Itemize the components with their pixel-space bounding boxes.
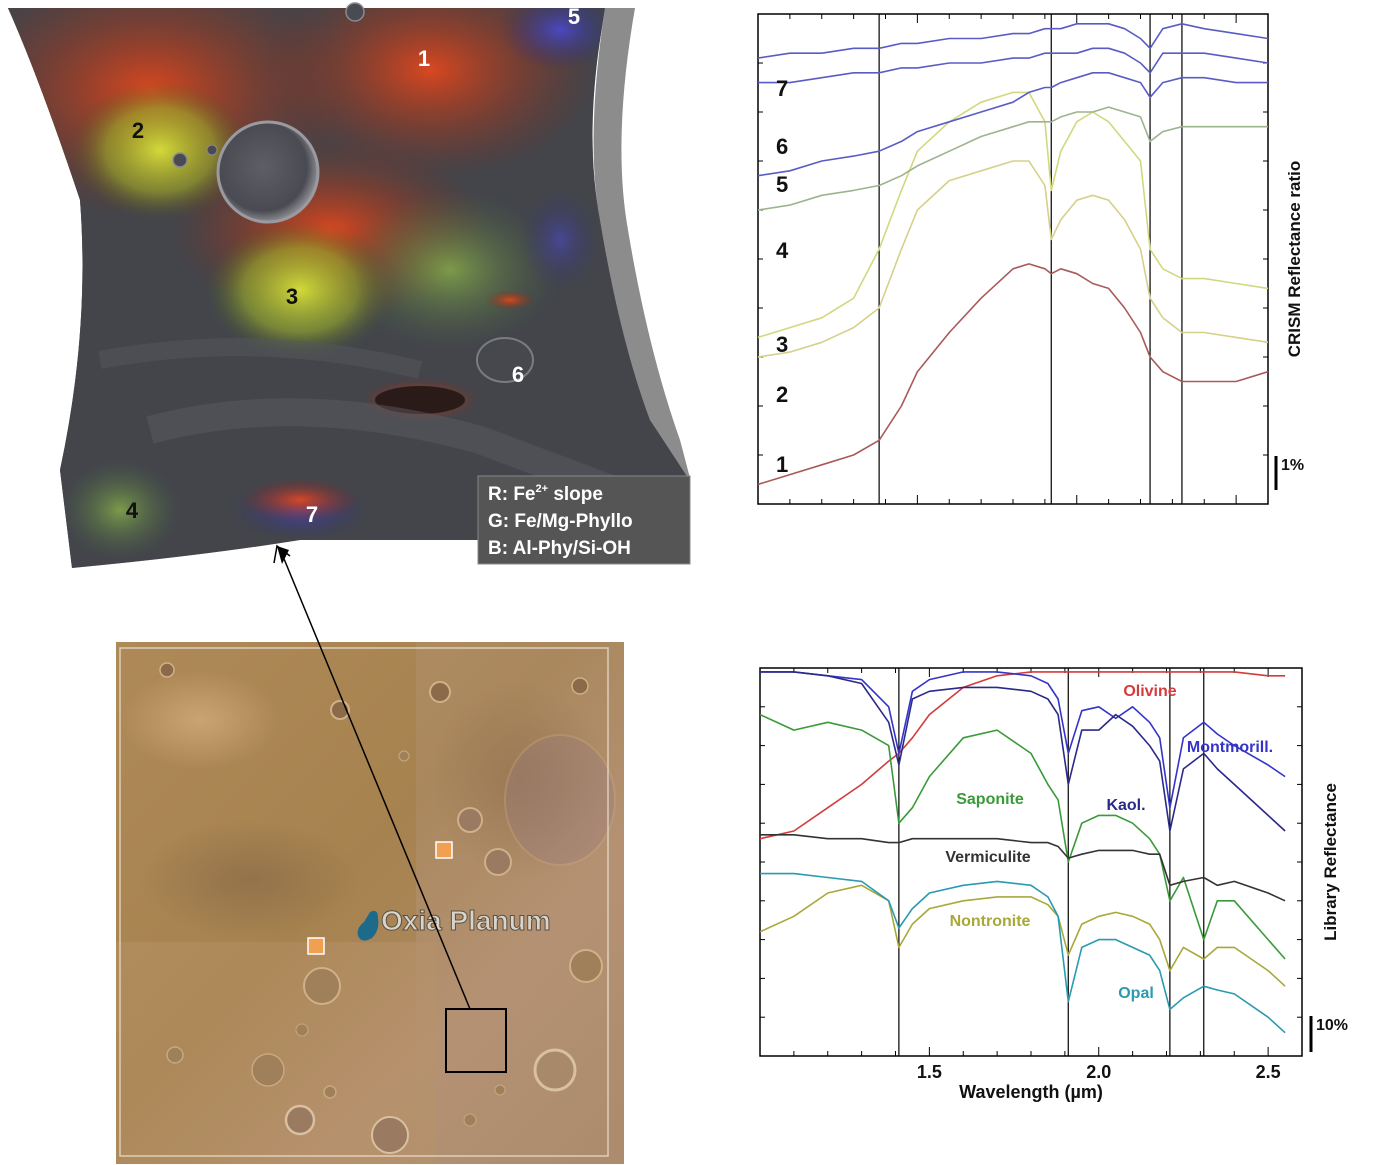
series-label: 4 bbox=[776, 238, 789, 263]
series-label: 7 bbox=[776, 76, 788, 101]
crater bbox=[303, 967, 341, 1005]
series-line bbox=[759, 713, 1286, 960]
crism-site-label: 7 bbox=[306, 502, 318, 527]
series-line bbox=[760, 671, 1286, 809]
plot-frame bbox=[757, 13, 1269, 505]
crism-site-label: 6 bbox=[512, 362, 524, 387]
series-line bbox=[757, 72, 1268, 177]
x-axis-label: Wavelength (µm) bbox=[959, 1082, 1103, 1102]
crism-site-labels: 1 2 3 4 5 6 7 bbox=[126, 4, 580, 527]
crater bbox=[533, 1048, 577, 1092]
crater bbox=[463, 1113, 477, 1127]
x-tick-label: 2.5 bbox=[1256, 1062, 1281, 1082]
series-label: Vermiculite bbox=[945, 849, 1030, 866]
crater-small bbox=[172, 152, 188, 168]
series-line bbox=[760, 833, 1286, 902]
crater-small bbox=[345, 2, 365, 22]
zoom-box bbox=[445, 1008, 507, 1073]
series-line bbox=[757, 106, 1268, 211]
crater bbox=[484, 848, 512, 876]
legend-red: R: Fe2+ slope bbox=[488, 483, 603, 505]
x-tick-label: 1.5 bbox=[917, 1062, 942, 1082]
legend-green: G: Fe/Mg-Phyllo bbox=[488, 511, 633, 532]
zoom-arrow bbox=[273, 544, 471, 1010]
y-axis-label: CRISM Reflectance ratio bbox=[1285, 161, 1304, 358]
series-label: Montmorill. bbox=[1187, 739, 1273, 756]
crater bbox=[295, 1023, 309, 1037]
crism-site-label: 5 bbox=[568, 4, 580, 29]
crism-site-label: 4 bbox=[126, 498, 139, 523]
crism-spectra-chart: 1 2 3 4 5 6 7 CRISM Reflectance ratio 1% bbox=[757, 13, 1304, 505]
series-label: Opal bbox=[1118, 985, 1154, 1002]
crater bbox=[251, 1053, 285, 1087]
series-line bbox=[757, 263, 1269, 486]
series-label: 2 bbox=[776, 382, 788, 407]
series-label: 6 bbox=[776, 134, 788, 159]
series-label: 3 bbox=[776, 332, 788, 357]
series-line bbox=[759, 671, 1286, 840]
crater bbox=[323, 1085, 337, 1099]
crater bbox=[569, 949, 603, 983]
x-tick-label: 2.0 bbox=[1086, 1062, 1111, 1082]
series-line bbox=[757, 160, 1269, 358]
crism-site-label: 1 bbox=[418, 46, 430, 71]
site-marker bbox=[307, 937, 325, 955]
series-label: Olivine bbox=[1123, 683, 1176, 700]
crater bbox=[494, 1084, 506, 1096]
map-outline bbox=[119, 647, 609, 1157]
image-frame-edge bbox=[593, 8, 690, 480]
crater bbox=[159, 662, 175, 678]
crism-site-label: 3 bbox=[286, 284, 298, 309]
crater bbox=[166, 1046, 184, 1064]
context-map: Oxia Planum bbox=[116, 642, 624, 1164]
crater bbox=[371, 1116, 409, 1154]
crater bbox=[429, 681, 451, 703]
series-line bbox=[758, 47, 1269, 84]
series-line bbox=[757, 22, 1269, 59]
y-axis-label: Library Reflectance bbox=[1321, 783, 1340, 941]
series-label: Nontronite bbox=[950, 913, 1031, 930]
crism-site-label: 2 bbox=[132, 118, 144, 143]
series-line bbox=[759, 884, 1286, 987]
series-line bbox=[760, 671, 1286, 832]
crater bbox=[216, 120, 320, 224]
crism-legend: R: Fe2+ slope G: Fe/Mg-Phyllo B: Al-Phy/… bbox=[477, 475, 691, 565]
series-label: 1 bbox=[776, 452, 788, 477]
crater bbox=[457, 807, 483, 833]
crater-rim bbox=[476, 337, 534, 383]
site-label: Oxia Planum bbox=[381, 905, 551, 936]
plot-frame bbox=[759, 667, 1303, 1057]
crater bbox=[284, 1104, 316, 1136]
crism-map: 1 2 3 4 5 6 7 R: Fe2+ slope G: Fe/Mg-Phyllo B:… bbox=[8, 2, 691, 568]
series-label: 5 bbox=[776, 172, 788, 197]
site-marker bbox=[435, 841, 453, 859]
crater bbox=[398, 750, 410, 762]
series-line bbox=[757, 91, 1269, 339]
series-label: Kaol. bbox=[1106, 797, 1145, 814]
crater bbox=[571, 677, 589, 695]
crater-small bbox=[206, 144, 218, 156]
landing-ellipse bbox=[357, 910, 379, 941]
scale-bar-label: 10% bbox=[1316, 1017, 1348, 1034]
series-line bbox=[760, 872, 1286, 1034]
library-spectra-chart: Olivine Montmorill. Kaol. Saponite Vermiculi… bbox=[759, 667, 1348, 1102]
series-label: Saponite bbox=[956, 791, 1024, 808]
scale-bar-label: 1% bbox=[1281, 457, 1304, 474]
legend-blue: B: Al-Phy/Si-OH bbox=[488, 538, 631, 559]
